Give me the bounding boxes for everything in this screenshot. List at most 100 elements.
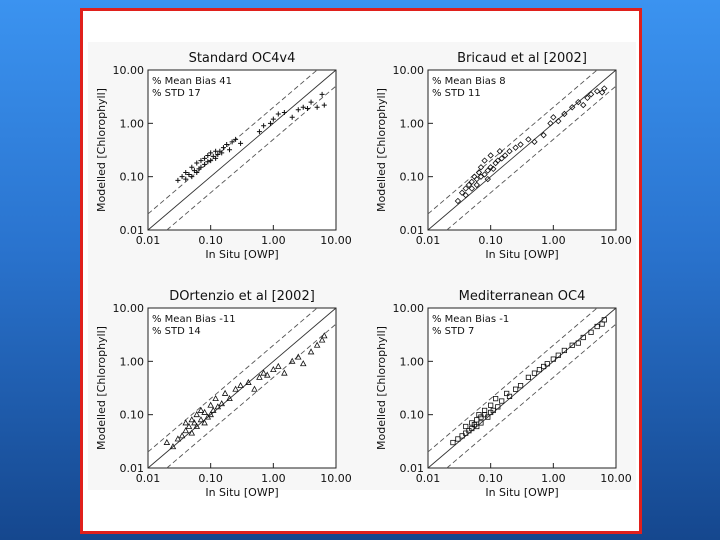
data-point <box>251 385 258 392</box>
chart-panel: 0.010.01 0.10 0.10 1.00 1.00 10.00 10.00 Bricau… <box>375 51 632 261</box>
data-point <box>313 341 321 348</box>
data-point <box>229 139 235 145</box>
data-point <box>201 408 208 415</box>
lower-factor-line <box>166 323 337 469</box>
x-tick-label: 1.00 <box>261 472 286 485</box>
data-point <box>198 164 204 170</box>
data-point <box>188 429 196 436</box>
data-point <box>314 104 320 110</box>
data-point <box>307 348 315 355</box>
data-point <box>481 171 488 178</box>
data-point <box>587 91 595 98</box>
data-point <box>481 407 488 414</box>
data-point <box>275 111 281 117</box>
stat-annotation: % STD 7 <box>432 326 474 337</box>
data-point <box>525 136 532 143</box>
data-point <box>594 323 600 330</box>
data-point <box>218 400 225 407</box>
data-point <box>289 114 295 120</box>
x-tick-label: 10.00 <box>320 234 352 247</box>
data-point <box>270 116 276 122</box>
data-point <box>504 390 510 397</box>
data-point <box>205 152 211 158</box>
data-point <box>238 140 244 146</box>
data-point <box>598 89 606 96</box>
stat-annotation: % Mean Bias -11 <box>152 314 236 325</box>
data-point <box>193 422 201 429</box>
data-point <box>501 152 509 159</box>
data-point <box>263 371 271 378</box>
data-point <box>481 157 488 164</box>
x-axis-label: In Situ [OWP] <box>485 248 558 261</box>
data-point <box>215 152 221 158</box>
data-point <box>550 114 557 121</box>
y-axis-label: Modelled [Chlorophyll] <box>375 88 388 212</box>
x-tick-label: 1.00 <box>541 472 566 485</box>
x-tick-label: 10.00 <box>320 472 352 485</box>
data-point <box>525 374 531 380</box>
lower-factor-line <box>446 85 617 231</box>
data-point <box>179 174 185 180</box>
data-point <box>485 414 491 420</box>
data-point <box>281 109 287 115</box>
data-point <box>294 353 302 360</box>
x-axis-label: In Situ [OWP] <box>485 486 558 499</box>
y-tick-label: 1.00 <box>400 355 425 368</box>
x-tick-label: 0.10 <box>198 472 223 485</box>
data-point <box>194 169 200 175</box>
data-point <box>492 159 499 167</box>
data-point <box>531 370 538 376</box>
data-point <box>601 317 607 323</box>
x-tick-label: 0.01 <box>416 472 441 485</box>
one-to-one-line <box>427 69 617 231</box>
y-tick-label: 10.00 <box>113 302 145 315</box>
x-tick-label: 0.01 <box>416 234 441 247</box>
y-tick-label: 0.10 <box>120 171 145 184</box>
data-point <box>477 164 485 171</box>
data-point <box>295 107 301 113</box>
chart-title: Mediterranean OC4 <box>459 289 586 304</box>
data-point <box>198 158 204 164</box>
x-tick-label: 0.01 <box>136 472 161 485</box>
chart-panel: 0.010.01 0.10 0.10 1.00 1.00 10.00 10.00 Standa… <box>95 51 352 261</box>
chart-title: Standard OC4v4 <box>189 51 296 66</box>
data-point <box>473 175 480 183</box>
x-tick-label: 1.00 <box>261 234 286 247</box>
data-point <box>547 120 554 127</box>
data-point <box>484 167 491 174</box>
upper-factor-line <box>427 307 598 453</box>
data-point <box>319 91 325 97</box>
x-tick-label: 10.00 <box>600 234 632 247</box>
data-point <box>498 155 505 162</box>
upper-factor-line <box>427 69 598 215</box>
x-tick-label: 1.00 <box>541 234 566 247</box>
data-point <box>308 99 314 105</box>
upper-factor-line <box>147 69 318 215</box>
data-point <box>267 120 273 126</box>
data-point <box>232 385 239 392</box>
stat-annotation: % STD 17 <box>152 88 201 99</box>
x-tick-label: 0.10 <box>198 234 223 247</box>
data-point <box>213 155 219 161</box>
chart-panel: 0.010.01 0.10 0.10 1.00 1.00 10.00 10.00 DOrten… <box>95 289 352 499</box>
chart-panel: 0.010.01 0.10 0.10 1.00 1.00 10.00 10.00 Medite… <box>375 289 632 499</box>
upper-factor-line <box>147 307 318 453</box>
data-point <box>207 411 214 418</box>
data-point <box>487 164 494 171</box>
stat-annotation: % Mean Bias -1 <box>432 314 509 325</box>
data-point <box>261 123 267 129</box>
data-point <box>237 382 244 389</box>
y-tick-label: 0.10 <box>120 409 145 422</box>
data-point <box>455 436 461 442</box>
data-point <box>506 148 513 155</box>
data-point <box>499 398 505 404</box>
y-tick-label: 0.01 <box>120 462 145 475</box>
data-point <box>233 136 239 142</box>
data-point <box>270 365 277 372</box>
data-point <box>197 416 205 423</box>
data-point <box>224 142 230 148</box>
x-axis-label: In Situ [OWP] <box>205 248 278 261</box>
one-to-one-line <box>147 69 337 231</box>
data-point <box>205 159 211 165</box>
